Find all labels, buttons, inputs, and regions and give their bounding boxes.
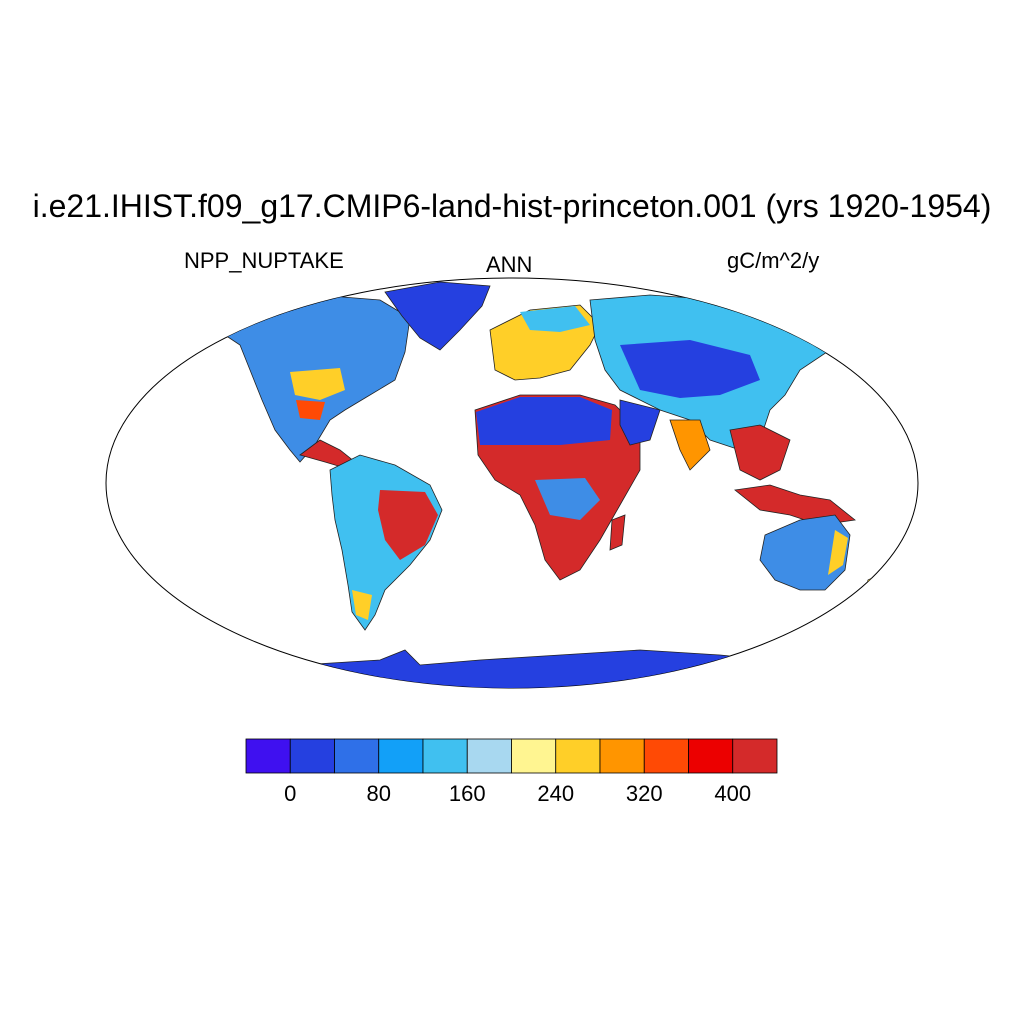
arabia	[619, 399, 661, 446]
madagascar	[609, 514, 626, 551]
colorbar-box	[732, 738, 778, 774]
plot-title: i.e21.IHIST.f09_g17.CMIP6-land-hist-prin…	[32, 188, 992, 224]
colorbar-tick-label: 0	[284, 781, 297, 806]
colorbar-box	[289, 738, 335, 774]
central-africa	[535, 478, 600, 520]
units-label: gC/m^2/y	[727, 248, 820, 273]
colorbar-tick-label: 400	[714, 781, 752, 806]
colorbar-box	[688, 738, 734, 774]
colorbar-box	[334, 738, 380, 774]
central-asia-desert	[620, 340, 760, 398]
south-america-south	[352, 590, 372, 620]
north-america-high	[290, 368, 345, 400]
australia-east	[828, 530, 848, 575]
colorbar-tick-label: 80	[366, 781, 391, 806]
colorbar-tick-label: 320	[625, 781, 663, 806]
australia	[759, 514, 851, 591]
colorbar-box	[599, 738, 645, 774]
southeast-asia	[729, 424, 791, 481]
indonesia	[734, 484, 856, 526]
colorbar-box	[511, 738, 557, 774]
variable-label: NPP_NUPTAKE	[184, 248, 344, 273]
sahara	[476, 397, 612, 445]
colorbar-box	[422, 738, 468, 774]
colorbar-box	[555, 738, 601, 774]
south-america-east	[378, 490, 438, 560]
colorbar-tick-label: 240	[537, 781, 575, 806]
colorbar-box	[245, 738, 291, 774]
season-label: ANN	[486, 252, 533, 277]
india	[669, 419, 711, 471]
colorbar-box	[466, 738, 512, 774]
europe-north	[520, 306, 590, 332]
colorbar-box	[378, 738, 424, 774]
colorbar-tick-label: 160	[448, 781, 486, 806]
north-america-se	[296, 400, 325, 420]
colorbar-box	[643, 738, 689, 774]
greenland	[384, 281, 491, 351]
